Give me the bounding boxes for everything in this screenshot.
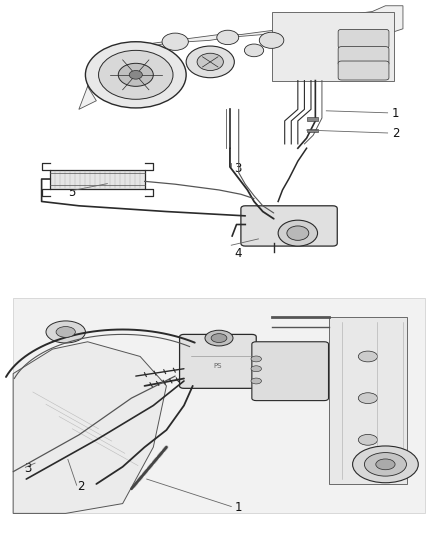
FancyBboxPatch shape bbox=[272, 12, 394, 80]
Circle shape bbox=[244, 44, 264, 56]
Circle shape bbox=[217, 30, 239, 45]
Circle shape bbox=[205, 330, 233, 346]
FancyBboxPatch shape bbox=[338, 61, 389, 80]
Text: 2: 2 bbox=[392, 127, 399, 140]
Circle shape bbox=[259, 32, 284, 49]
Circle shape bbox=[129, 70, 142, 79]
Text: 1: 1 bbox=[234, 501, 242, 514]
Text: PS: PS bbox=[214, 364, 223, 369]
Circle shape bbox=[99, 51, 173, 99]
Text: 3: 3 bbox=[24, 462, 32, 474]
FancyBboxPatch shape bbox=[338, 46, 389, 66]
Circle shape bbox=[56, 327, 75, 337]
Circle shape bbox=[197, 53, 223, 70]
Polygon shape bbox=[79, 6, 403, 109]
FancyBboxPatch shape bbox=[252, 342, 328, 401]
Text: 3: 3 bbox=[234, 162, 242, 175]
FancyBboxPatch shape bbox=[50, 170, 145, 189]
Bar bbox=[307, 117, 318, 121]
Circle shape bbox=[358, 434, 378, 445]
Circle shape bbox=[278, 220, 318, 246]
Circle shape bbox=[376, 459, 395, 470]
Text: 1: 1 bbox=[392, 107, 399, 120]
FancyBboxPatch shape bbox=[180, 334, 256, 389]
Text: 4: 4 bbox=[234, 247, 242, 260]
Polygon shape bbox=[13, 342, 166, 513]
Circle shape bbox=[358, 351, 378, 362]
Circle shape bbox=[85, 42, 186, 108]
Circle shape bbox=[251, 356, 261, 362]
Circle shape bbox=[46, 321, 85, 343]
FancyBboxPatch shape bbox=[13, 297, 425, 513]
Circle shape bbox=[211, 334, 227, 343]
Circle shape bbox=[251, 378, 261, 384]
Circle shape bbox=[287, 226, 309, 240]
FancyBboxPatch shape bbox=[328, 317, 407, 484]
Circle shape bbox=[358, 393, 378, 403]
FancyBboxPatch shape bbox=[338, 29, 389, 49]
Circle shape bbox=[353, 446, 418, 483]
FancyBboxPatch shape bbox=[241, 206, 337, 246]
Text: 5: 5 bbox=[68, 187, 75, 199]
Circle shape bbox=[162, 33, 188, 51]
Text: 2: 2 bbox=[77, 480, 84, 493]
Circle shape bbox=[186, 46, 234, 78]
Bar bbox=[307, 129, 318, 132]
Circle shape bbox=[118, 63, 153, 86]
Circle shape bbox=[364, 453, 406, 476]
Circle shape bbox=[251, 366, 261, 372]
